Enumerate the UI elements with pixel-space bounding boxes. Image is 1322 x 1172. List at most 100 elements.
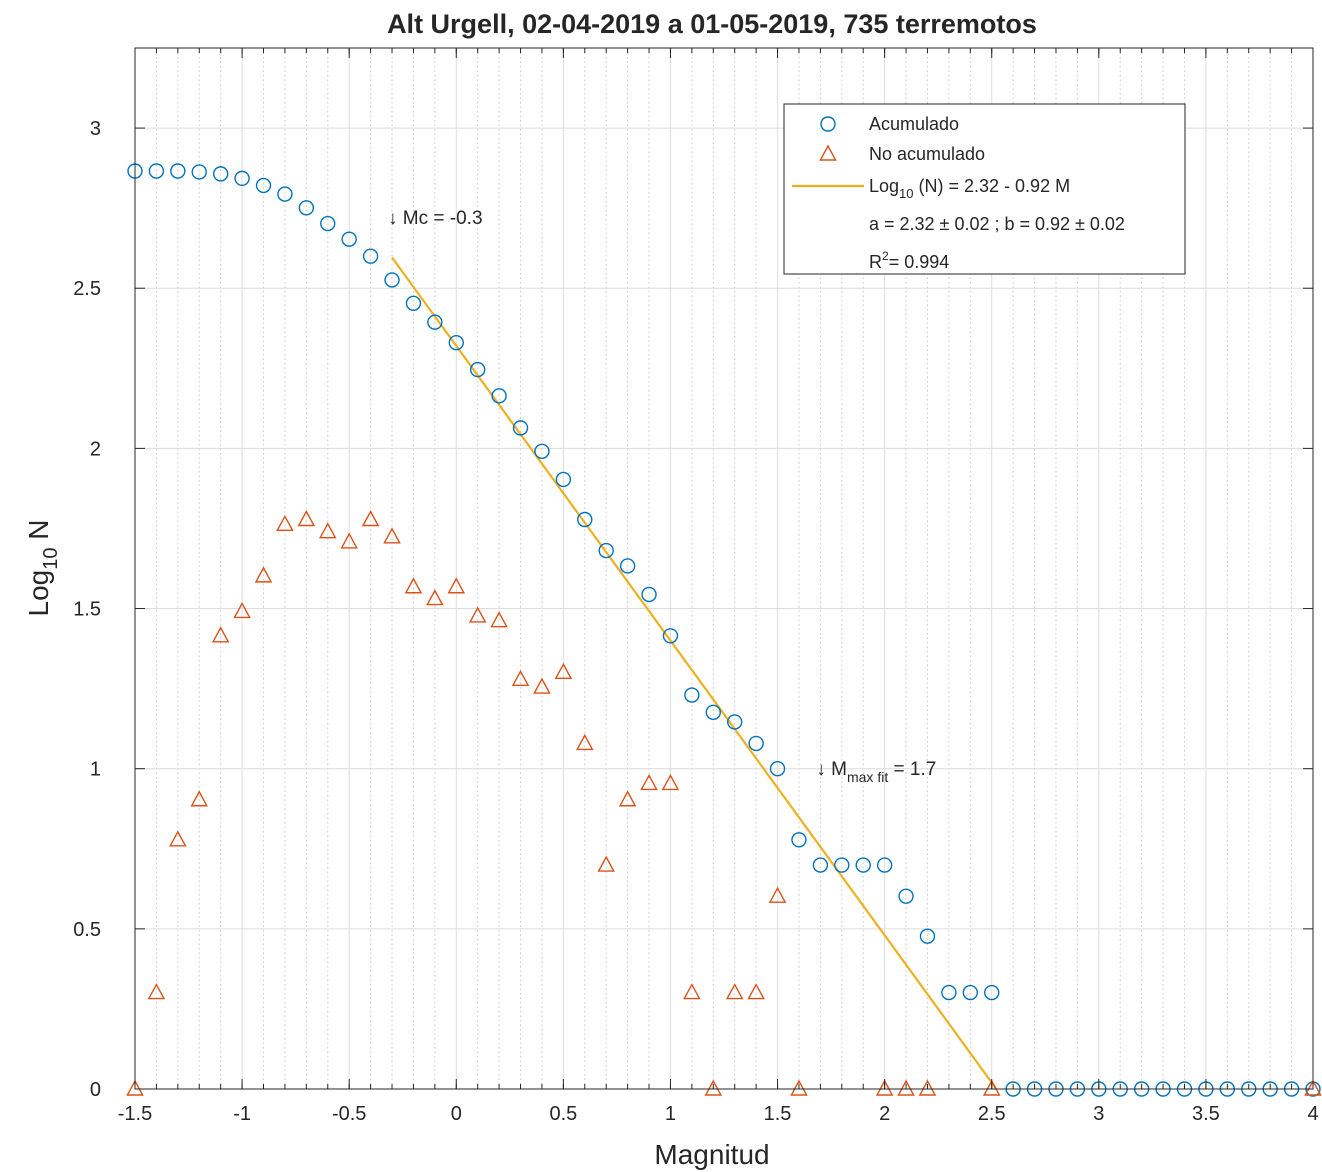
point-acumulado — [277, 186, 293, 202]
plot-frame — [134, 47, 1314, 1090]
point-acumulado — [791, 832, 807, 848]
point-acumulado — [705, 704, 721, 721]
point-no-acumulado — [704, 1079, 723, 1096]
point-no-acumulado — [233, 601, 251, 619]
point-acumulado — [191, 164, 207, 180]
point-no-acumulado — [426, 589, 444, 606]
fit-line-layer — [391, 256, 997, 1090]
point-no-acumulado — [404, 577, 423, 594]
point-no-acumulado — [790, 1079, 808, 1096]
point-no-acumulado — [190, 790, 209, 807]
x-tick-label: 1.5 — [764, 1103, 792, 1125]
point-acumulado — [984, 984, 1000, 1001]
y-tick-label: 1 — [90, 759, 101, 781]
legend-marker-triangle — [819, 144, 837, 161]
y-tick-label: 0 — [90, 1079, 101, 1101]
point-no-acumulado — [318, 522, 337, 539]
point-acumulado — [320, 215, 336, 232]
point-acumulado — [255, 177, 272, 194]
legend: Acumulado No acumulado Log10 (N) = 2.32 … — [783, 103, 1186, 275]
point-no-acumulado — [254, 566, 273, 583]
x-tick-label: -1 — [233, 1103, 251, 1125]
point-acumulado — [362, 248, 379, 264]
point-no-acumulado — [211, 626, 230, 643]
point-no-acumulado — [597, 855, 615, 872]
axis-ticks — [134, 48, 1314, 1090]
x-tick-label: 1 — [665, 1103, 676, 1125]
point-no-acumulado — [340, 532, 358, 549]
point-acumulado — [298, 200, 315, 216]
x-tick-label: 3.5 — [1192, 1103, 1220, 1125]
y-tick-label: 1.5 — [73, 599, 101, 621]
annotations: ↓ Mc = -0.3 ↓ Mmax fit = 1.7 — [388, 208, 936, 785]
x-tick-label: -1.5 — [118, 1103, 152, 1125]
x-tick-labels: -1.5 -1 -0.5 0 0.5 1 1.5 2 2.5 3 3.5 4 — [118, 1103, 1319, 1125]
legend-marker-circle — [820, 116, 836, 132]
series-layer — [126, 163, 1322, 1097]
point-no-acumulado — [725, 983, 744, 1000]
x-tick-label: 3 — [1093, 1103, 1104, 1125]
point-no-acumulado — [683, 983, 701, 1000]
point-no-acumulado — [490, 611, 508, 628]
point-no-acumulado — [169, 830, 187, 847]
y-tick-label: 3 — [90, 118, 101, 140]
y-tick-label: 2.5 — [73, 278, 101, 300]
point-acumulado — [384, 272, 400, 288]
point-acumulado — [876, 857, 893, 873]
x-tick-label: 0 — [451, 1103, 462, 1125]
legend-entry-no-acumulado: No acumulado — [869, 144, 985, 164]
x-tick-label: 2.5 — [978, 1103, 1006, 1125]
point-no-acumulado — [468, 606, 487, 623]
y-axis-label: Log10 N — [23, 520, 62, 617]
point-no-acumulado — [383, 527, 401, 544]
point-acumulado — [448, 334, 464, 351]
point-acumulado — [512, 420, 529, 436]
legend-entry-acumulado: Acumulado — [869, 114, 959, 134]
point-no-acumulado — [126, 1079, 144, 1096]
chart-title: Alt Urgell, 02-04-2019 a 01-05-2019, 735… — [387, 9, 1037, 39]
point-acumulado — [598, 542, 614, 559]
point-acumulado — [941, 984, 957, 1001]
x-tick-label: -0.5 — [332, 1103, 366, 1125]
x-tick-label: 2 — [879, 1103, 890, 1125]
point-no-acumulado — [147, 983, 166, 1000]
point-no-acumulado — [276, 514, 294, 531]
point-no-acumulado — [618, 790, 637, 807]
point-acumulado — [769, 760, 786, 777]
point-acumulado — [919, 928, 936, 944]
legend-r-squared: R2= 0.994 — [869, 249, 949, 272]
point-acumulado — [170, 163, 186, 179]
point-acumulado — [405, 295, 422, 311]
point-acumulado — [234, 170, 250, 187]
y-tick-label: 2 — [90, 438, 101, 460]
point-acumulado — [212, 166, 229, 182]
point-acumulado — [555, 471, 572, 488]
point-acumulado — [748, 735, 764, 752]
legend-fit-parameters: a = 2.32 ± 0.02 ; b = 0.92 ± 0.02 — [869, 214, 1125, 234]
x-axis-label: Magnitud — [654, 1139, 769, 1170]
point-acumulado — [834, 857, 850, 873]
point-acumulado — [962, 984, 979, 1001]
point-acumulado — [662, 628, 679, 644]
point-acumulado — [855, 857, 871, 873]
point-acumulado — [148, 163, 165, 179]
legend-box — [783, 103, 1186, 275]
point-acumulado — [491, 388, 507, 404]
point-no-acumulado — [554, 662, 573, 679]
mc-annotation: ↓ Mc = -0.3 — [388, 208, 483, 229]
point-acumulado — [727, 714, 743, 730]
mmax-annotation: ↓ Mmax fit = 1.7 — [816, 759, 936, 785]
legend-entry-fit: Log10 (N) = 2.32 - 0.92 M — [869, 176, 1070, 201]
point-no-acumulado — [533, 677, 551, 694]
point-no-acumulado — [982, 1079, 1001, 1096]
point-no-acumulado — [447, 577, 466, 594]
point-acumulado — [534, 443, 550, 459]
x-tick-label: 0.5 — [549, 1103, 577, 1125]
point-no-acumulado — [361, 510, 380, 527]
point-no-acumulado — [511, 669, 530, 687]
point-acumulado — [427, 314, 443, 330]
point-no-acumulado — [297, 510, 316, 527]
point-no-acumulado — [661, 773, 680, 791]
point-acumulado — [577, 511, 593, 528]
